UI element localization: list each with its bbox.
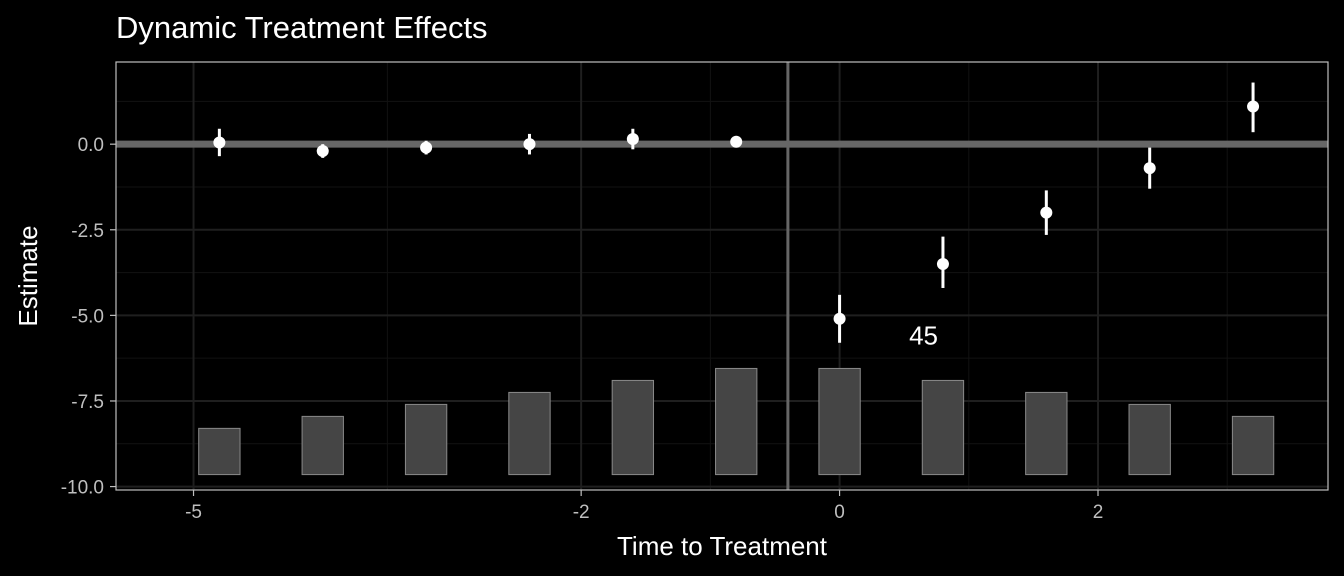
bar xyxy=(1025,391,1068,476)
point-marker xyxy=(1247,100,1260,113)
axis-ticks: -5 -2 0 2 0.0 -2.5 -5.0 -7.5 -10.0 xyxy=(61,135,1104,523)
data-point xyxy=(420,140,433,155)
bar xyxy=(921,379,965,476)
bar xyxy=(1128,403,1171,476)
point-marker xyxy=(833,312,846,325)
bar-count-annotation: 45 xyxy=(909,320,938,350)
point-marker xyxy=(420,141,433,154)
y-tick-label: 0.0 xyxy=(78,135,104,156)
data-point xyxy=(316,144,329,158)
x-tick-label: 2 xyxy=(1093,502,1104,523)
bar xyxy=(404,403,448,476)
data-point xyxy=(626,128,639,150)
point-marker xyxy=(626,133,639,146)
bar xyxy=(198,427,241,476)
point-marker xyxy=(523,138,536,151)
point-marker xyxy=(213,136,226,149)
x-tick-label: -5 xyxy=(185,502,202,523)
data-point xyxy=(833,294,846,343)
chart-title: Dynamic Treatment Effects xyxy=(116,10,488,45)
points-layer xyxy=(213,82,1260,343)
data-point xyxy=(1040,190,1053,235)
point-marker xyxy=(1143,162,1156,175)
y-tick-label: -2.5 xyxy=(71,221,104,242)
data-point xyxy=(730,135,743,148)
data-point xyxy=(213,128,226,157)
bar xyxy=(715,367,758,476)
data-point xyxy=(1143,147,1156,189)
bar xyxy=(508,391,551,476)
y-tick-label: -7.5 xyxy=(71,392,104,413)
x-axis-title: Time to Treatment xyxy=(617,531,828,561)
bar xyxy=(611,379,655,476)
x-tick-label: 0 xyxy=(834,502,845,523)
point-marker xyxy=(316,145,329,158)
data-point xyxy=(523,133,536,155)
y-tick-label: -10.0 xyxy=(61,478,104,499)
data-point xyxy=(936,236,949,288)
data-point xyxy=(1247,82,1260,133)
y-axis-title: Estimate xyxy=(13,225,43,326)
reference-lines xyxy=(116,62,1328,490)
bar xyxy=(818,367,861,476)
bar xyxy=(301,415,344,476)
point-marker xyxy=(1040,206,1053,219)
bars-layer xyxy=(198,367,1275,476)
point-marker xyxy=(730,135,743,148)
panel-border xyxy=(115,61,1329,491)
bar xyxy=(1231,415,1275,476)
y-tick-label: -5.0 xyxy=(71,306,104,327)
x-tick-label: -2 xyxy=(573,502,590,523)
point-marker xyxy=(936,258,949,271)
